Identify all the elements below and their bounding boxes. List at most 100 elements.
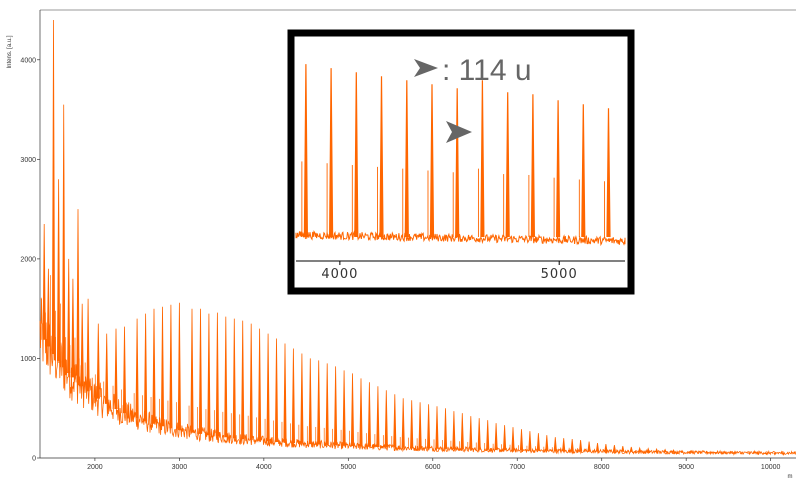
spectrum-peak: [198, 308, 203, 434]
spectrum-peak: [486, 420, 490, 450]
spectrum-peak: [384, 390, 388, 448]
inset-peak: [329, 68, 334, 238]
y-axis-ticks: 0 1000 2000 3000 4000: [20, 57, 40, 463]
spectrum-peak: [135, 318, 139, 419]
spectrum-peak: [410, 400, 414, 449]
spectrum-peak: [76, 209, 80, 383]
spectrum-peak: [342, 370, 346, 446]
x-axis-label: m: [788, 474, 793, 480]
spectrum-peak: [51, 19, 56, 355]
spectrum-peak: [393, 394, 397, 448]
spectrum-peak: [46, 268, 50, 347]
x-tick-label: 6000: [425, 464, 441, 471]
spectrum-peak: [359, 378, 363, 447]
spectrum-peak: [671, 449, 676, 453]
spectrum-peak: [334, 366, 338, 446]
spectrum-peak: [96, 323, 100, 399]
x-tick-label: 4000: [256, 464, 272, 471]
spectrum-peak: [105, 333, 109, 404]
spectrum-peak: [536, 433, 540, 451]
spectrum-peak: [232, 318, 236, 439]
spectrum-peak: [401, 398, 405, 448]
spectrum-peak: [503, 425, 507, 451]
y-tick-label: 1000: [20, 356, 36, 363]
spectrum-peak: [266, 333, 270, 442]
inset-zoom-panel: 4000 5000 : 114 u: [287, 29, 635, 295]
spectrum-peak: [579, 440, 583, 452]
spectrum-peak: [494, 423, 498, 451]
spectrum-peak: [477, 418, 481, 450]
spectrum-peak: [756, 452, 760, 456]
spectrum-peak: [291, 348, 295, 444]
spectrum-peak: [435, 406, 439, 449]
x-tick-label: 2000: [87, 464, 103, 471]
spectrum-peak: [747, 452, 752, 455]
spectrum-peak: [114, 328, 118, 410]
spectrum-peak: [376, 386, 380, 448]
spectrum-peak: [511, 427, 515, 451]
spectrum-peak: [62, 104, 66, 368]
spectrum-peak: [469, 416, 473, 450]
spectrum-peak: [144, 313, 148, 422]
inset-peak: [606, 108, 611, 238]
inset-peak: [404, 80, 409, 238]
y-tick-label: 3000: [20, 157, 36, 164]
inset-peak: [556, 100, 561, 238]
inset-frame: [287, 29, 635, 295]
spectrum-peak: [528, 431, 532, 451]
spectrum-peak: [57, 179, 61, 361]
spectrum-peak: [460, 413, 464, 450]
spectrum-peak: [680, 449, 684, 453]
spectrum-peak: [71, 278, 75, 378]
inset-peak: [354, 72, 359, 238]
inset-background: [291, 33, 631, 291]
spectrum-peak: [705, 451, 709, 453]
spectrum-peak: [241, 320, 245, 440]
spectrum-peak: [317, 360, 321, 445]
spectrum-peak: [646, 447, 650, 453]
inset-x-axis-ticks: 4000 5000: [321, 261, 577, 282]
y-tick-label: 0: [32, 456, 36, 463]
spectrum-peaks: [40, 19, 785, 456]
spectrum-peak: [80, 303, 84, 387]
spectrum-peak: [731, 452, 735, 454]
inset-peak: [581, 104, 586, 238]
spectrum-peak: [224, 316, 228, 438]
spectrum-peak: [177, 302, 181, 431]
spectrum-peak: [325, 363, 329, 445]
spectrum-peak: [42, 223, 46, 340]
spectrum-peak: [697, 451, 701, 453]
inset-peak: [379, 76, 384, 238]
arrow-marker-icon: [446, 121, 472, 143]
spectrum-peak: [570, 439, 574, 452]
spectrum-peak: [595, 443, 600, 452]
spectrum-peak: [215, 312, 219, 437]
x-tick-label: 7000: [509, 464, 525, 471]
inset-peak: [505, 92, 510, 238]
spectrum-peak: [274, 338, 279, 443]
spectrum-baseline-trace: [39, 298, 796, 456]
spectrum-peak: [562, 438, 566, 452]
spectrum-peak: [443, 408, 448, 449]
spectrum-peak: [258, 328, 262, 441]
spectrum-peak: [300, 353, 304, 444]
spectrum-peak: [283, 343, 287, 443]
spectrum-peak: [152, 308, 156, 424]
spectrum-peak: [452, 411, 456, 450]
x-axis-ticks: 2000 3000 4000 5000 6000 7000 8000 9000 10000: [87, 458, 780, 471]
spectrum-peak: [519, 429, 524, 451]
inset-baseline-trace: [295, 230, 626, 247]
spectrum-peak: [160, 306, 165, 427]
spectrum-peak: [621, 446, 625, 452]
x-tick-label: 9000: [678, 464, 694, 471]
inset-peak: [455, 88, 460, 238]
spectrum-peak: [739, 452, 743, 455]
spectrum-peak: [122, 326, 127, 414]
spectrum-peak: [350, 373, 355, 447]
spectrum-peak: [169, 304, 173, 429]
spectrum-peak: [655, 447, 659, 453]
spectrum-peak: [587, 441, 591, 452]
y-tick-label: 2000: [20, 256, 36, 263]
spectrum-peak: [207, 313, 211, 436]
